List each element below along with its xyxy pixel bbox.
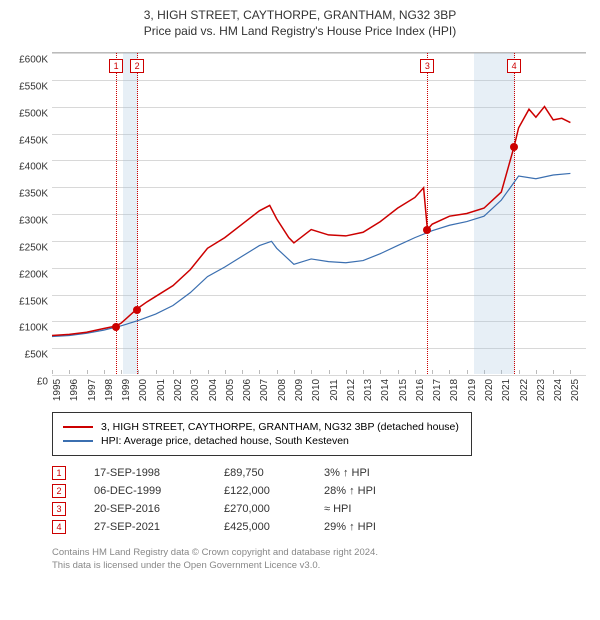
y-tick-label: £300K — [19, 216, 48, 227]
sale-delta: 28% ↑ HPI — [324, 485, 424, 497]
x-tick-label: 1999 — [121, 379, 132, 401]
x-tick-label: 2024 — [553, 379, 564, 401]
y-tick-label: £0 — [37, 377, 48, 388]
y-tick-label: £100K — [19, 323, 48, 334]
sale-marker-box: 2 — [130, 59, 144, 73]
x-tick-label: 2004 — [208, 379, 219, 401]
x-tick-label: 2023 — [536, 379, 547, 401]
sales-row: 2 06-DEC-1999£122,00028% ↑ HPI — [52, 484, 590, 498]
legend-row: HPI: Average price, detached house, Sout… — [63, 435, 461, 447]
x-tick-label: 2019 — [467, 379, 478, 401]
x-tick-label: 2022 — [519, 379, 530, 401]
plot-region: 12 3 4 — [52, 52, 586, 374]
legend: 3, HIGH STREET, CAYTHORPE, GRANTHAM, NG3… — [52, 412, 472, 456]
y-tick-label: £250K — [19, 242, 48, 253]
chart-area: £0 £50K £100K £150K £200K £250K £300K £350K £400… — [10, 44, 590, 404]
x-tick-label: 1996 — [69, 379, 80, 401]
x-tick-label: 2007 — [259, 379, 270, 401]
x-tick-label: 2000 — [138, 379, 149, 401]
sale-delta: 3% ↑ HPI — [324, 467, 424, 479]
line-series-svg — [52, 53, 586, 374]
x-tick-label: 2020 — [484, 379, 495, 401]
sale-date: 17-SEP-1998 — [94, 467, 224, 479]
title-subtitle: Price paid vs. HM Land Registry's House … — [10, 24, 590, 38]
sale-price: £122,000 — [224, 485, 324, 497]
y-tick-label: £450K — [19, 135, 48, 146]
sale-delta: ≈ HPI — [324, 503, 424, 515]
sale-number-box: 2 — [52, 484, 66, 498]
sale-delta: 29% ↑ HPI — [324, 521, 424, 533]
sale-number-box: 3 — [52, 502, 66, 516]
x-tick-label: 2005 — [225, 379, 236, 401]
legend-label: HPI: Average price, detached house, Sout… — [101, 435, 349, 447]
sale-number-box: 1 — [52, 466, 66, 480]
sale-marker-box: 4 — [507, 59, 521, 73]
sale-marker-box: 1 — [109, 59, 123, 73]
sale-date: 20-SEP-2016 — [94, 503, 224, 515]
y-tick-label: £600K — [19, 55, 48, 66]
sales-row: 4 27-SEP-2021£425,00029% ↑ HPI — [52, 520, 590, 534]
x-tick-label: 2006 — [242, 379, 253, 401]
x-tick-label: 2025 — [570, 379, 581, 401]
y-tick-label: £50K — [25, 350, 48, 361]
sale-price: £270,000 — [224, 503, 324, 515]
x-tick-label: 2008 — [277, 379, 288, 401]
x-tick-label: 2015 — [398, 379, 409, 401]
sale-marker-box: 3 — [420, 59, 434, 73]
y-tick-label: £400K — [19, 162, 48, 173]
x-tick-label: 2012 — [346, 379, 357, 401]
series_blue-line — [52, 173, 570, 336]
x-tick-label: 2013 — [363, 379, 374, 401]
sale-point — [510, 143, 518, 151]
y-tick-label: £200K — [19, 269, 48, 280]
sale-date: 06-DEC-1999 — [94, 485, 224, 497]
x-tick-label: 1995 — [52, 379, 63, 401]
sales-row: 3 20-SEP-2016£270,000≈ HPI — [52, 502, 590, 516]
sale-point — [133, 306, 141, 314]
footer-line-2: This data is licensed under the Open Gov… — [52, 559, 590, 572]
x-tick-label: 2003 — [190, 379, 201, 401]
title-block: 3, HIGH STREET, CAYTHORPE, GRANTHAM, NG3… — [10, 8, 590, 38]
footer-line-1: Contains HM Land Registry data © Crown c… — [52, 546, 590, 559]
legend-label: 3, HIGH STREET, CAYTHORPE, GRANTHAM, NG3… — [101, 421, 459, 433]
x-tick-label: 2016 — [415, 379, 426, 401]
x-tick-label: 2018 — [449, 379, 460, 401]
sales-row: 1 17-SEP-1998£89,7503% ↑ HPI — [52, 466, 590, 480]
x-tick-label: 2011 — [329, 379, 340, 401]
y-axis: £0£50K£100K£150K£200K£250K£300K£350K£400… — [10, 52, 52, 374]
x-tick-label: 2017 — [432, 379, 443, 401]
sales-table: 117-SEP-1998£89,7503% ↑ HPI206-DEC-1999£… — [52, 466, 590, 534]
sale-price: £89,750 — [224, 467, 324, 479]
sale-point — [423, 226, 431, 234]
x-tick-label: 2001 — [156, 379, 167, 401]
y-tick-label: £550K — [19, 81, 48, 92]
sale-number-box: 4 — [52, 520, 66, 534]
x-tick-label: 2009 — [294, 379, 305, 401]
x-tick-label: 2002 — [173, 379, 184, 401]
x-tick-label: 2010 — [311, 379, 322, 401]
y-tick-label: £150K — [19, 296, 48, 307]
x-tick-label: 2014 — [380, 379, 391, 401]
y-tick-label: £500K — [19, 108, 48, 119]
legend-swatch — [63, 440, 93, 442]
series_red-line — [52, 107, 570, 336]
x-tick-label: 1998 — [104, 379, 115, 401]
sale-point — [112, 323, 120, 331]
x-tick-label: 2021 — [501, 379, 512, 401]
legend-swatch — [63, 426, 93, 428]
x-tick-label: 1997 — [87, 379, 98, 401]
x-axis: 1995 1996 1997 1998 1999 2000 2001 2002 2003 2004… — [52, 374, 586, 404]
sale-date: 27-SEP-2021 — [94, 521, 224, 533]
title-address: 3, HIGH STREET, CAYTHORPE, GRANTHAM, NG3… — [10, 8, 590, 22]
y-tick-label: £350K — [19, 189, 48, 200]
sale-price: £425,000 — [224, 521, 324, 533]
chart-container: 3, HIGH STREET, CAYTHORPE, GRANTHAM, NG3… — [0, 0, 600, 583]
footer-attribution: Contains HM Land Registry data © Crown c… — [52, 546, 590, 573]
legend-row: 3, HIGH STREET, CAYTHORPE, GRANTHAM, NG3… — [63, 421, 461, 433]
